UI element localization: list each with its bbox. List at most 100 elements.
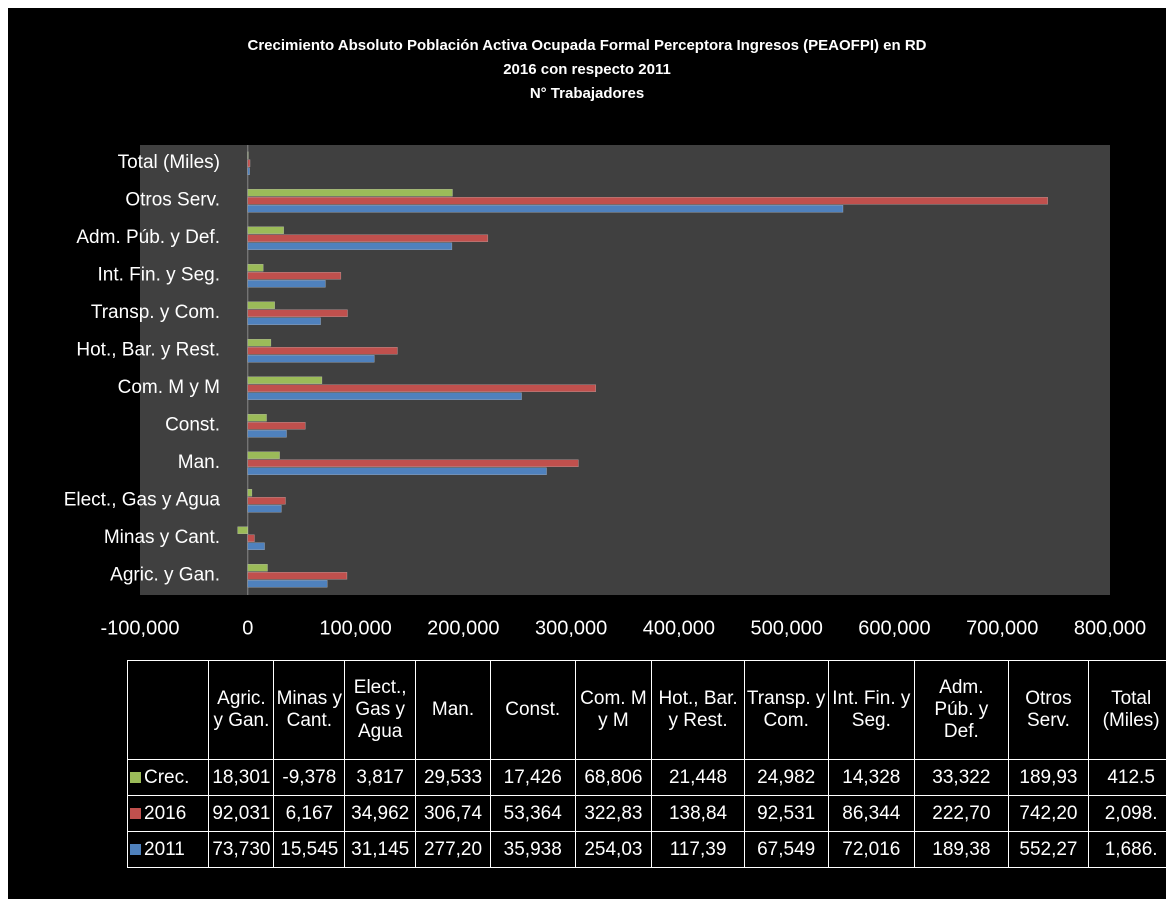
bar — [247, 280, 326, 288]
table-cell: 6,167 — [273, 795, 346, 832]
column-header: Hot., Bar. y Rest. — [651, 660, 745, 760]
bar — [247, 301, 275, 309]
category-label: Com. M y M — [118, 377, 220, 398]
table-cell: 31,145 — [344, 831, 417, 868]
table-cell: 189,38 — [914, 831, 1009, 868]
category-label: Otros Serv. — [125, 189, 220, 210]
bar — [247, 564, 268, 572]
bar — [247, 339, 272, 347]
table-row: Crec. 18,301 -9,378 3,817 29,533 17,426 68,806… — [126, 759, 1174, 796]
column-header: Otros Serv. — [1007, 660, 1090, 760]
table-cell: 412.5 — [1088, 759, 1174, 796]
table-cell: 138,84 — [651, 795, 745, 832]
table-row: 2011 73,730 15,545 31,145 277,20 35,938 254,03… — [126, 831, 1174, 868]
table-cell: 35,938 — [489, 831, 576, 868]
x-tick-label: 700,000 — [966, 617, 1038, 639]
bar — [247, 355, 375, 363]
legend-cell: Crec. — [126, 759, 210, 796]
category-label: Total (Miles) — [118, 152, 220, 173]
x-tick-label: 0 — [242, 617, 253, 639]
legend-label: 2011 — [144, 838, 185, 860]
legend-cell: 2016 — [126, 795, 210, 832]
table-cell: 189,93 — [1007, 759, 1090, 796]
bar — [247, 459, 579, 467]
bar — [247, 505, 282, 513]
bar — [247, 205, 844, 213]
bar — [247, 430, 287, 438]
x-tick-label: 300,000 — [535, 617, 607, 639]
bar — [247, 264, 264, 272]
column-header: Elect., Gas y Agua — [344, 660, 417, 760]
data-table: Agric. y Gan. Minas y Cant. Elect., Gas y … — [126, 660, 1174, 868]
column-header: Man. — [415, 660, 491, 760]
category-label: Man. — [178, 452, 220, 473]
bar — [247, 189, 453, 197]
table-cell: 254,03 — [574, 831, 653, 868]
legend-label: Crec. — [144, 766, 190, 788]
category-label: Int. Fin. y Seg. — [98, 264, 221, 285]
category-label: Adm. Púb. y Def. — [76, 227, 220, 248]
chart-title: N° Trabajadores — [530, 85, 644, 102]
column-header: Agric. y Gan. — [208, 660, 275, 760]
bar — [247, 376, 323, 384]
table-cell: 15,545 — [273, 831, 346, 868]
column-header: Transp. y Com. — [743, 660, 829, 760]
bar — [247, 242, 453, 250]
category-label: Const. — [165, 414, 220, 435]
table-cell: 3,817 — [344, 759, 417, 796]
x-tick-label: 500,000 — [751, 617, 823, 639]
category-label: Elect., Gas y Agua — [64, 489, 221, 510]
bar — [237, 526, 249, 534]
table-cell: -9,378 — [273, 759, 346, 796]
chart-title: 2016 con respecto 2011 — [503, 61, 671, 78]
legend-cell: 2011 — [126, 831, 210, 868]
bar — [247, 197, 1048, 205]
x-tick-label: -100,000 — [101, 617, 180, 639]
column-header: Int. Fin. y Seg. — [827, 660, 916, 760]
table-cell: 24,982 — [743, 759, 829, 796]
bar — [247, 384, 596, 392]
table-cell: 92,031 — [208, 795, 275, 832]
column-header: Adm. Púb. y Def. — [914, 660, 1009, 760]
table-cell: 2,098. — [1088, 795, 1174, 832]
category-label: Hot., Bar. y Rest. — [76, 339, 220, 360]
table-cell: 277,20 — [415, 831, 491, 868]
bar — [247, 347, 398, 355]
table-cell: 14,328 — [827, 759, 916, 796]
bar — [247, 167, 250, 175]
bar — [247, 414, 267, 422]
bar — [247, 159, 251, 167]
legend-swatch — [130, 807, 141, 819]
table-cell: 72,016 — [827, 831, 916, 868]
bar — [247, 489, 253, 497]
table-cell: 552,27 — [1007, 831, 1090, 868]
x-tick-label: 100,000 — [319, 617, 391, 639]
plot-area — [140, 145, 1110, 595]
bar — [247, 422, 306, 430]
table-cell: 18,301 — [208, 759, 275, 796]
table-cell: 92,531 — [743, 795, 829, 832]
table-cell: 17,426 — [489, 759, 576, 796]
bar — [247, 580, 328, 588]
table-cell: 117,39 — [651, 831, 745, 868]
category-label: Minas y Cant. — [104, 527, 220, 548]
table-cell: 34,962 — [344, 795, 417, 832]
bar — [247, 317, 321, 325]
table-cell: 322,83 — [574, 795, 653, 832]
table-cell: 73,730 — [208, 831, 275, 868]
table-cell: 53,364 — [489, 795, 576, 832]
bar — [247, 309, 348, 317]
table-cell: 742,20 — [1007, 795, 1090, 832]
table-header: Agric. y Gan. Minas y Cant. Elect., Gas y … — [126, 660, 1174, 760]
x-tick-label: 200,000 — [427, 617, 499, 639]
category-label: Agric. y Gan. — [110, 564, 220, 585]
bar — [247, 534, 255, 542]
bar — [247, 234, 489, 242]
table-cell: 33,322 — [914, 759, 1009, 796]
bar — [247, 542, 265, 550]
bar — [247, 226, 284, 234]
table-cell: 222,70 — [914, 795, 1009, 832]
x-tick-label: 600,000 — [858, 617, 930, 639]
